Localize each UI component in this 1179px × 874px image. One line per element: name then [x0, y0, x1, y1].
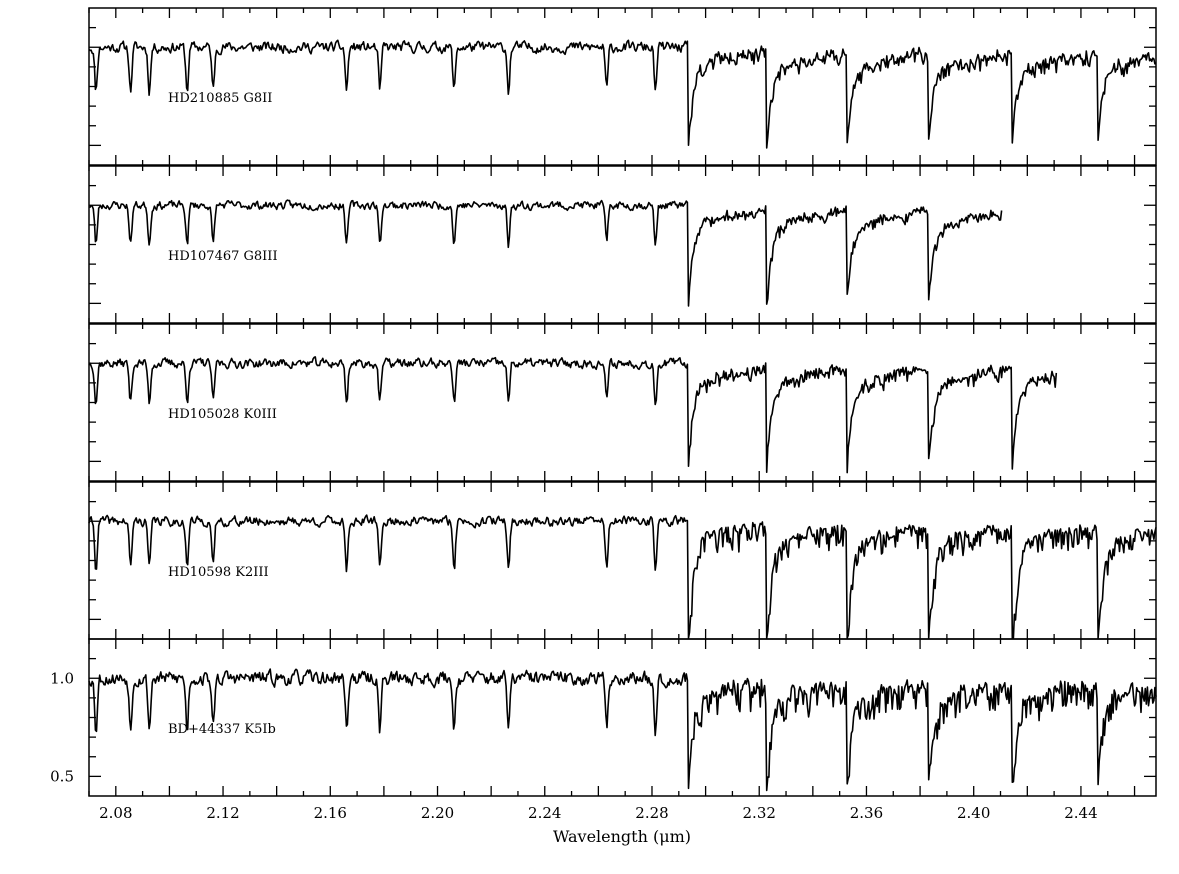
y-tick-label: 1.0 — [50, 669, 74, 687]
panels-layer: HD210885 G8II HD107467 G8III HD105028 K0II… — [88, 7, 1157, 797]
spectrum-panel: HD210885 G8II — [88, 7, 1157, 166]
spectrum-line — [88, 199, 1003, 307]
x-tick-label: 2.08 — [99, 804, 132, 822]
spectrum-panel: HD10598 K2III — [88, 481, 1157, 640]
spectrum-line — [88, 668, 1157, 792]
x-tick-label: 2.36 — [850, 804, 883, 822]
x-tick-label: 2.12 — [206, 804, 239, 822]
panel-frame — [88, 165, 1157, 324]
panel-ticks — [88, 8, 1156, 165]
panel-ticks — [88, 324, 1156, 481]
spectrum-line — [88, 39, 1157, 149]
spectrum-panel: HD105028 K0III — [88, 323, 1157, 482]
panel-frame — [88, 481, 1157, 640]
x-tick-label: 2.28 — [635, 804, 668, 822]
panel-ticks — [88, 482, 1156, 639]
star-label: HD210885 G8II — [168, 91, 272, 106]
star-label: HD107467 G8III — [168, 249, 278, 264]
x-tick-label: 2.32 — [743, 804, 776, 822]
panel-frame — [88, 7, 1157, 166]
panel-frame — [88, 638, 1157, 797]
panel-frame — [88, 323, 1157, 482]
y-tick-label: 0.5 — [50, 767, 74, 785]
panel-ticks — [88, 639, 1156, 796]
spectrum-panel: HD107467 G8III — [88, 165, 1157, 324]
panel-ticks — [88, 166, 1156, 323]
x-tick-label: 2.20 — [421, 804, 454, 822]
x-tick-label: 2.24 — [528, 804, 561, 822]
star-label: HD105028 K0III — [168, 407, 277, 422]
spectrum-panel: BD+44337 K5Ib — [88, 638, 1157, 797]
x-axis-title: Wavelength (μm) — [553, 827, 691, 846]
spectrum-line — [88, 356, 1058, 474]
y-tick-labels: 0.5 1.0 — [50, 669, 74, 785]
spectrum-line — [88, 514, 1157, 639]
x-tick-label: 2.44 — [1064, 804, 1097, 822]
star-label: BD+44337 K5Ib — [168, 722, 276, 737]
x-tick-label: 2.16 — [314, 804, 347, 822]
x-tick-label: 2.40 — [957, 804, 990, 822]
x-tick-labels: 2.08 2.12 2.16 2.20 2.24 2.28 2.32 2.36 2.40 2.44 — [99, 804, 1098, 822]
star-label: HD10598 K2III — [168, 565, 269, 580]
